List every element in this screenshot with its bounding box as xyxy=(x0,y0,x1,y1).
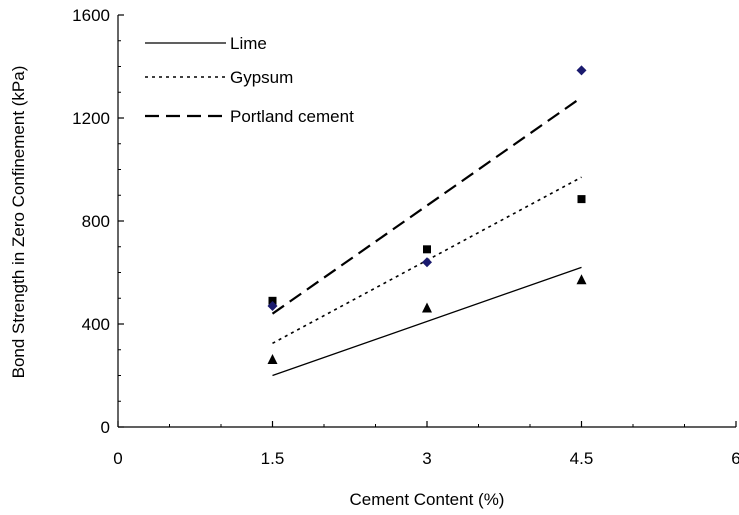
portland-cement-point xyxy=(422,257,432,268)
portland-cement-point xyxy=(576,65,587,76)
lime-trendline xyxy=(272,266,582,377)
axes: 0 400 800 1200 1600 0 1.5 3 4.5 6 xyxy=(72,6,739,468)
x-tick-label: 4.5 xyxy=(570,449,594,468)
legend-label-portland-cement: Portland cement xyxy=(230,107,354,126)
x-tick-label: 3 xyxy=(422,449,431,468)
lime-point xyxy=(422,302,432,313)
lime-point xyxy=(576,274,587,285)
y-tick-label: 800 xyxy=(82,212,110,231)
x-tick-label: 0 xyxy=(113,449,122,468)
gypsum-point xyxy=(423,245,431,254)
x-axis-label: Cement Content (%) xyxy=(350,490,505,509)
x-tick-label: 6 xyxy=(731,449,739,468)
y-tick-label: 0 xyxy=(101,418,110,437)
y-tick-label: 400 xyxy=(82,315,110,334)
markers xyxy=(267,65,587,365)
portland-cement-point xyxy=(267,300,278,311)
gypsum-point xyxy=(268,296,277,305)
lime-point xyxy=(267,354,278,365)
x-tick-label: 1.5 xyxy=(261,449,285,468)
y-tick-label: 1600 xyxy=(72,6,110,25)
legend-label-gypsum: Gypsum xyxy=(230,68,293,87)
portland-cement-trendline xyxy=(271,96,583,315)
y-tick-label: 1200 xyxy=(72,109,110,128)
legend-label-lime: Lime xyxy=(230,34,267,53)
legend: Lime Gypsum Portland cement xyxy=(145,34,354,126)
trendlines xyxy=(271,96,583,377)
y-axis-label: Bond Strength in Zero Confinement (kPa) xyxy=(9,66,28,379)
gypsum-point xyxy=(577,195,586,204)
